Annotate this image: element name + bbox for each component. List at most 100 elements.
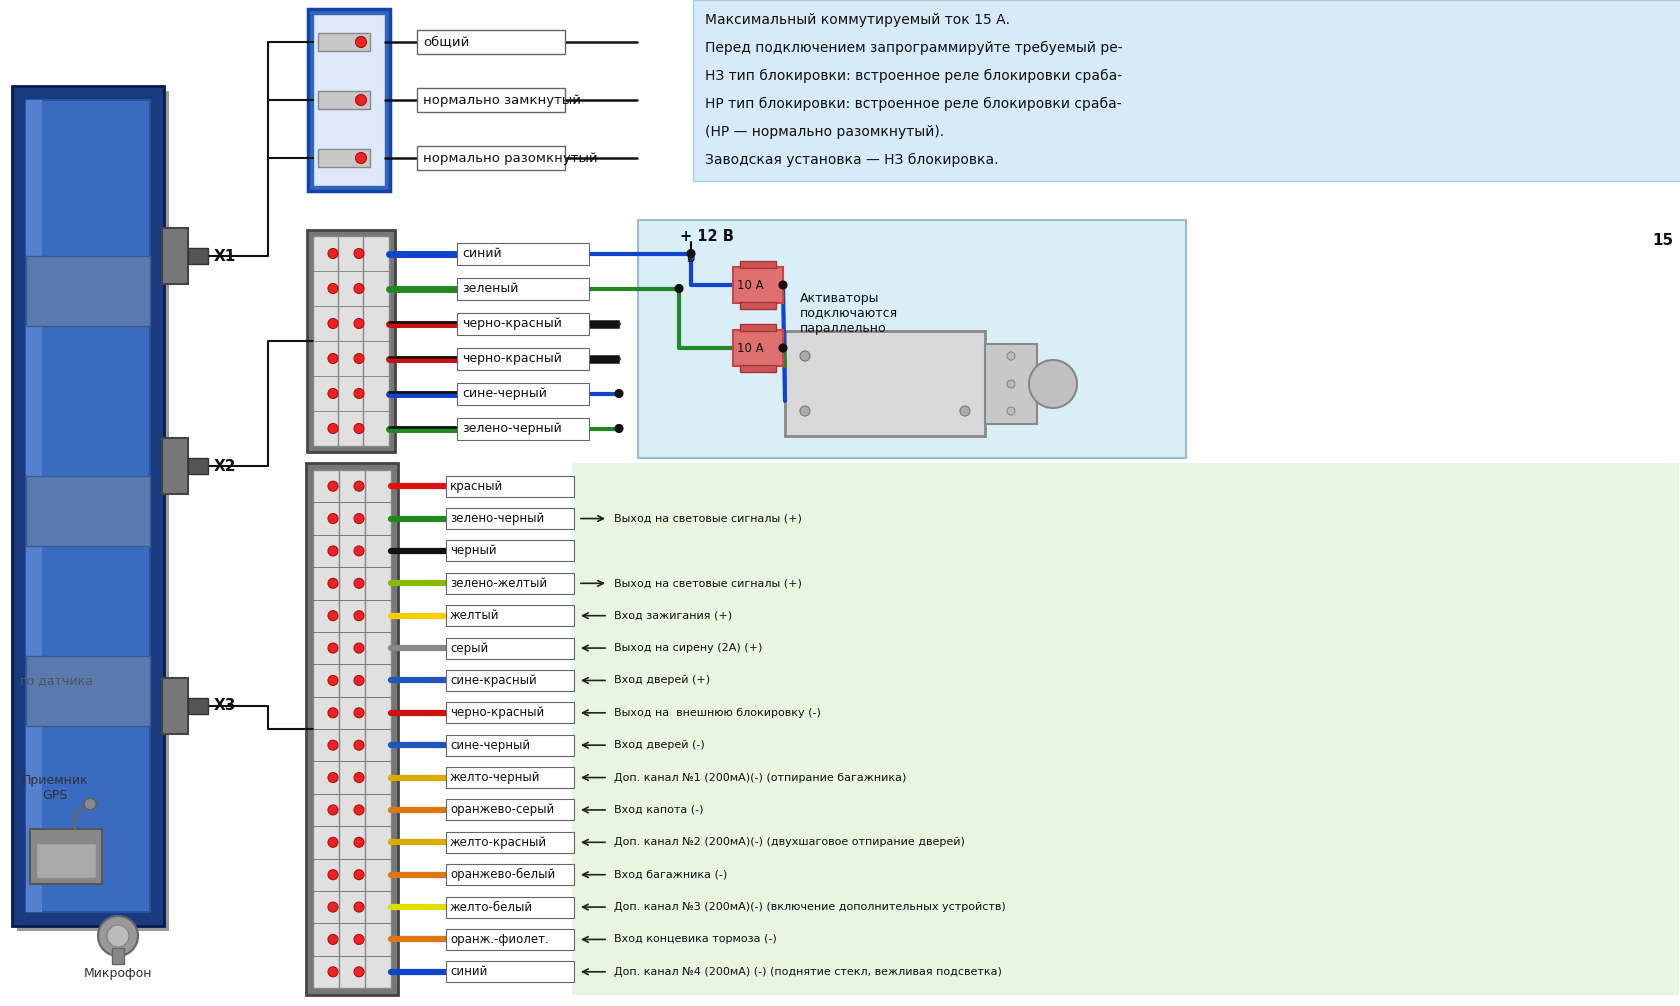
Circle shape: [354, 481, 365, 491]
Circle shape: [354, 902, 365, 912]
Bar: [457, 313, 588, 335]
Circle shape: [328, 284, 338, 294]
Circle shape: [354, 611, 365, 621]
Bar: [113, 948, 124, 964]
Bar: [35, 843, 96, 878]
Circle shape: [354, 708, 365, 718]
Circle shape: [354, 424, 365, 434]
Circle shape: [1006, 352, 1015, 360]
Bar: [445, 638, 573, 659]
Bar: [571, 463, 1678, 995]
Text: Вход зажигания (+): Вход зажигания (+): [613, 611, 732, 621]
Bar: [588, 354, 618, 362]
Circle shape: [354, 967, 365, 977]
Text: общий: общий: [423, 35, 469, 48]
Bar: [312, 14, 385, 186]
Bar: [732, 267, 783, 303]
Bar: [739, 365, 776, 372]
Text: оранжево-белый: оранжево-белый: [450, 868, 554, 881]
Circle shape: [354, 935, 365, 945]
Bar: [445, 670, 573, 691]
Circle shape: [615, 425, 623, 433]
Circle shape: [354, 388, 365, 398]
Circle shape: [354, 870, 365, 879]
Bar: [445, 540, 573, 561]
Bar: [445, 702, 573, 723]
Circle shape: [328, 388, 338, 398]
Bar: [739, 302, 776, 309]
Circle shape: [354, 578, 365, 589]
Text: Выход на сирену (2А) (+): Выход на сирену (2А) (+): [613, 643, 763, 653]
Circle shape: [1028, 360, 1077, 408]
Circle shape: [354, 95, 366, 106]
Text: Заводская установка — НЗ блокировка.: Заводская установка — НЗ блокировка.: [704, 153, 998, 167]
Text: Выход на  внешнюю блокировку (-): Выход на внешнюю блокировку (-): [613, 708, 820, 718]
Text: 10 А: 10 А: [736, 341, 763, 354]
Circle shape: [800, 406, 810, 416]
Circle shape: [959, 406, 969, 416]
Text: красный: красный: [450, 480, 502, 493]
Text: оранж.-фиолет.: оранж.-фиолет.: [450, 933, 548, 946]
Bar: [445, 734, 573, 756]
Text: НР тип блокировки: встроенное реле блокировки сраба-: НР тип блокировки: встроенное реле блоки…: [704, 97, 1121, 111]
Text: желто-красный: желто-красный: [450, 836, 546, 849]
Bar: [692, 0, 1680, 181]
Bar: [984, 344, 1037, 424]
Bar: [445, 929, 573, 950]
Text: зелено-черный: зелено-черный: [462, 422, 561, 435]
Text: Доп. канал №4 (200мА) (-) (поднятие стекл, вежливая подсветка): Доп. канал №4 (200мА) (-) (поднятие стек…: [613, 967, 1001, 977]
Circle shape: [328, 870, 338, 879]
Circle shape: [675, 285, 682, 293]
Circle shape: [1006, 380, 1015, 388]
Circle shape: [687, 249, 694, 258]
Circle shape: [354, 805, 365, 815]
Text: сине-красный: сине-красный: [450, 674, 536, 687]
Bar: [732, 330, 783, 366]
Bar: [417, 146, 564, 170]
Bar: [457, 382, 588, 404]
Text: синий: синий: [462, 247, 501, 260]
Bar: [417, 30, 564, 54]
Bar: [445, 572, 573, 594]
Bar: [318, 33, 370, 51]
Circle shape: [328, 643, 338, 653]
Circle shape: [354, 36, 366, 47]
Text: 10 А: 10 А: [736, 279, 763, 292]
Circle shape: [328, 424, 338, 434]
Circle shape: [328, 805, 338, 815]
Bar: [457, 242, 588, 265]
Bar: [457, 278, 588, 300]
Circle shape: [328, 773, 338, 783]
Bar: [25, 656, 150, 726]
Text: X3: X3: [213, 698, 237, 713]
Text: нормально замкнутый: нормально замкнутый: [423, 94, 581, 107]
Text: 15: 15: [1651, 232, 1672, 247]
Text: черно-красный: черно-красный: [450, 706, 544, 719]
Bar: [161, 228, 188, 284]
Bar: [307, 9, 390, 191]
Text: сине-черный: сине-черный: [462, 387, 546, 400]
Text: нормально разомкнутый: нормально разомкнутый: [423, 152, 598, 165]
Text: Активаторы
подключаются
параллельно: Активаторы подключаются параллельно: [800, 292, 897, 335]
Text: сине-черный: сине-черный: [450, 738, 529, 751]
Bar: [25, 100, 42, 912]
Circle shape: [328, 481, 338, 491]
Circle shape: [354, 153, 366, 164]
Text: Приемник
GPS: Приемник GPS: [22, 774, 89, 802]
Bar: [739, 261, 776, 268]
Bar: [417, 88, 564, 112]
Bar: [445, 864, 573, 885]
Bar: [307, 230, 395, 452]
Bar: [318, 91, 370, 109]
Bar: [188, 248, 208, 264]
Text: черный: черный: [450, 544, 496, 557]
Circle shape: [108, 925, 129, 947]
Circle shape: [328, 513, 338, 523]
Text: Вход дверей (-): Вход дверей (-): [613, 740, 704, 750]
Text: НЗ тип блокировки: встроенное реле блокировки сраба-: НЗ тип блокировки: встроенное реле блоки…: [704, 69, 1122, 83]
Bar: [445, 896, 573, 917]
Circle shape: [800, 351, 810, 361]
Text: желто-черный: желто-черный: [450, 771, 541, 784]
Circle shape: [354, 319, 365, 329]
Circle shape: [328, 740, 338, 750]
